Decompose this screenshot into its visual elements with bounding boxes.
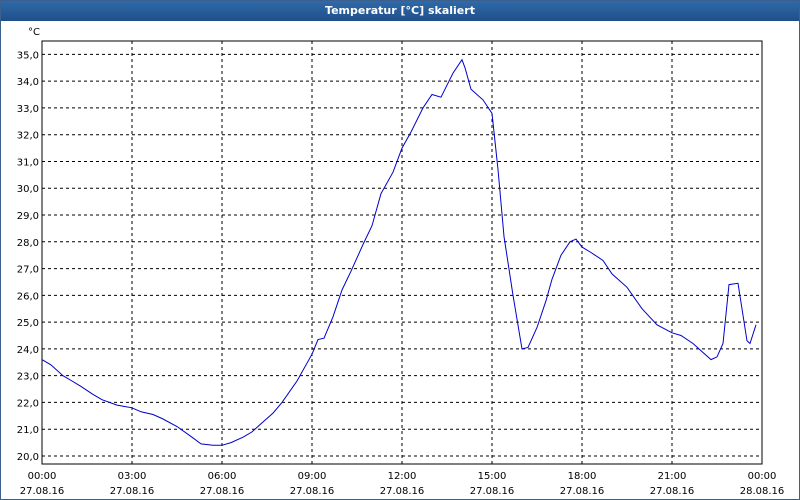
- y-tick-label: 25,0: [17, 318, 39, 329]
- y-tick-label: 31,0: [17, 157, 39, 168]
- x-tick-time: 00:00: [748, 471, 777, 482]
- y-axis-unit: °C: [28, 27, 40, 38]
- y-tick-label: 27,0: [17, 265, 39, 276]
- x-tick-date: 27.08.16: [200, 486, 245, 497]
- chart-title: Temperatur [°C] skaliert: [1, 1, 799, 21]
- y-axis-ticks: 35,0 34,0 33,0 32,0 31,0 30,0 29,0 28,0 27,0 26,0…: [17, 50, 39, 463]
- y-tick-label: 24,0: [17, 345, 39, 356]
- y-tick-label: 21,0: [17, 425, 39, 436]
- y-tick-label: 33,0: [17, 104, 39, 115]
- temperature-chart: 35,0 34,0 33,0 32,0 31,0 30,0 29,0 28,0 27,0 26,0…: [17, 27, 785, 497]
- x-tick-date: 27.08.16: [110, 486, 155, 497]
- y-tick-label: 26,0: [17, 291, 39, 302]
- x-tick-date: 27.08.16: [650, 486, 695, 497]
- x-axis-ticks: 00:00 27.08.16 03:00 27.08.16 06:00 27.08.16 0…: [20, 471, 785, 497]
- y-tick-label: 23,0: [17, 372, 39, 383]
- x-tick-time: 00:00: [28, 471, 57, 482]
- x-tick-time: 12:00: [388, 471, 417, 482]
- x-tick-time: 15:00: [478, 471, 507, 482]
- x-tick-date: 27.08.16: [380, 486, 425, 497]
- x-tick-time: 06:00: [208, 471, 237, 482]
- grid: [42, 41, 762, 464]
- y-tick-label: 34,0: [17, 77, 39, 88]
- x-tick-time: 03:00: [118, 471, 147, 482]
- x-tick-time: 09:00: [298, 471, 327, 482]
- x-tick-date: 27.08.16: [470, 486, 515, 497]
- y-tick-label: 20,0: [17, 452, 39, 463]
- x-tick-date: 27.08.16: [290, 486, 335, 497]
- y-tick-label: 22,0: [17, 398, 39, 409]
- y-tick-label: 30,0: [17, 184, 39, 195]
- x-tick-time: 18:00: [568, 471, 597, 482]
- x-tick-time: 21:00: [658, 471, 687, 482]
- plot-area-frame: [41, 40, 763, 465]
- y-tick-label: 35,0: [17, 50, 39, 61]
- y-tick-label: 29,0: [17, 211, 39, 222]
- y-tick-label: 28,0: [17, 238, 39, 249]
- x-tick-date: 27.08.16: [560, 486, 605, 497]
- temperature-series-line: [41, 58, 757, 446]
- x-tick-date: 28.08.16: [740, 486, 785, 497]
- x-tick-date: 27.08.16: [20, 486, 65, 497]
- y-tick-label: 32,0: [17, 131, 39, 142]
